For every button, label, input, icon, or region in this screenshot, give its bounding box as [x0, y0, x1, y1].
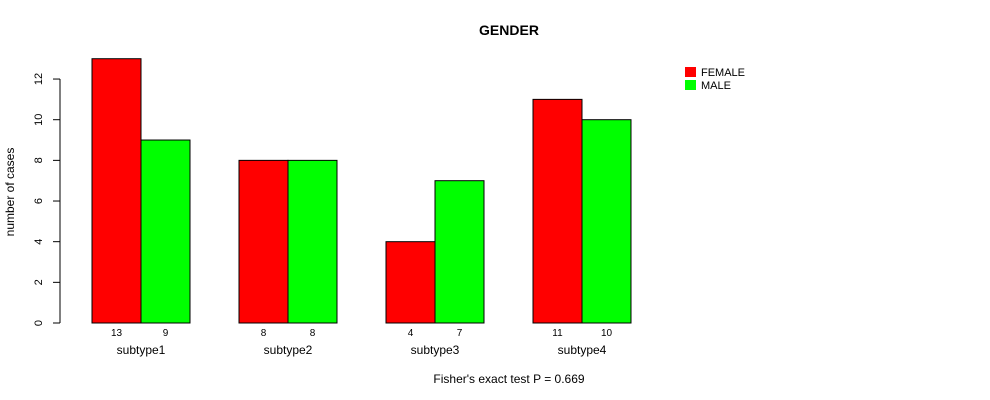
bar-value-label: 11	[552, 328, 563, 339]
bar-value-label: 8	[310, 328, 316, 339]
y-tick-label: 0	[33, 320, 45, 326]
bar-value-label: 9	[163, 328, 169, 339]
bar-value-label: 4	[408, 328, 414, 339]
category-labels: subtype1 subtype2 subtype3 subtype4	[117, 343, 607, 357]
y-tick-label: 2	[33, 279, 45, 285]
bar-male-subtype1	[140, 139, 191, 324]
y-axis-label: number of cases	[3, 148, 17, 237]
bar-male-subtype4	[581, 119, 632, 324]
bar-value-labels: 13 9 8 8 4 7 11 10	[111, 328, 613, 339]
legend-swatch-female	[685, 67, 696, 77]
bar-value-label: 10	[601, 328, 613, 339]
bars-group	[91, 58, 632, 324]
bar-female-subtype1	[91, 58, 142, 324]
bar-male-subtype2	[287, 159, 338, 324]
bar-value-label: 8	[261, 328, 267, 339]
category-label: subtype2	[264, 343, 313, 357]
bar-female-subtype2	[238, 159, 289, 324]
y-tick-label: 12	[33, 73, 45, 85]
bar-value-label: 13	[111, 328, 123, 339]
chart-title: GENDER	[479, 22, 539, 38]
bar-female-subtype3	[385, 241, 436, 324]
y-tick-label: 10	[33, 114, 45, 126]
category-label: subtype3	[411, 343, 460, 357]
category-label: subtype1	[117, 343, 166, 357]
y-axis: 0 2 4 6 8 10 12	[33, 73, 61, 326]
x-axis-caption: Fisher's exact test P = 0.669	[433, 372, 584, 386]
legend-label-female: FEMALE	[701, 67, 745, 79]
bar-value-label: 7	[457, 328, 463, 339]
category-label: subtype4	[558, 343, 607, 357]
legend-swatch-male	[685, 80, 696, 90]
y-tick-label: 6	[33, 198, 45, 204]
y-tick-label: 4	[33, 239, 45, 245]
bar-male-subtype3	[434, 180, 485, 324]
y-tick-label: 8	[33, 157, 45, 163]
bar-female-subtype4	[532, 98, 583, 324]
legend-label-male: MALE	[701, 80, 731, 92]
